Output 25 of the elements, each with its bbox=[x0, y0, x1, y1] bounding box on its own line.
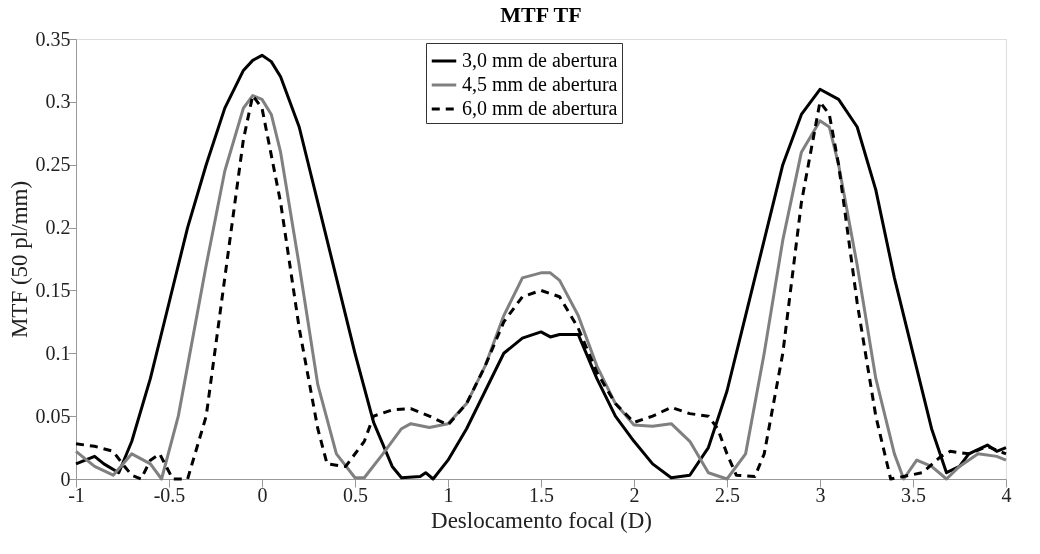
legend-label: 3,0 mm de abertura bbox=[462, 49, 618, 71]
y-axis-title: MTF (50 pl/mm) bbox=[6, 180, 32, 339]
y-tick-label: 0.3 bbox=[45, 90, 71, 113]
legend-label: 4,5 mm de abertura bbox=[462, 73, 618, 95]
y-tick-label: 0.25 bbox=[35, 153, 71, 176]
x-tick-label: 1 bbox=[443, 483, 454, 506]
x-tick-label: -0.5 bbox=[153, 483, 186, 506]
y-tick-label: 0.15 bbox=[35, 278, 71, 301]
x-tick-label: 3.5 bbox=[901, 483, 926, 506]
x-tick-label: 0 bbox=[257, 483, 268, 506]
x-tick-label: 1.5 bbox=[529, 483, 554, 506]
y-tick-label: 0 bbox=[60, 467, 71, 490]
x-tick-label: 3 bbox=[815, 483, 826, 506]
y-tick-label: 0.35 bbox=[35, 27, 71, 50]
x-tick-label: 2 bbox=[629, 483, 640, 506]
x-tick-label: 4 bbox=[1001, 483, 1012, 506]
x-tick-label: 0.5 bbox=[343, 483, 368, 506]
x-axis-title: Deslocamento focal (D) bbox=[431, 507, 652, 533]
x-tick-label: -1 bbox=[68, 483, 85, 506]
y-tick-label: 0.1 bbox=[45, 341, 71, 364]
chart-title: MTF TF bbox=[500, 2, 582, 27]
y-tick-label: 0.2 bbox=[45, 216, 71, 239]
x-tick-label: 2.5 bbox=[715, 483, 740, 506]
y-tick-label: 0.05 bbox=[35, 404, 71, 427]
legend-label: 6,0 mm de abertura bbox=[462, 97, 618, 119]
